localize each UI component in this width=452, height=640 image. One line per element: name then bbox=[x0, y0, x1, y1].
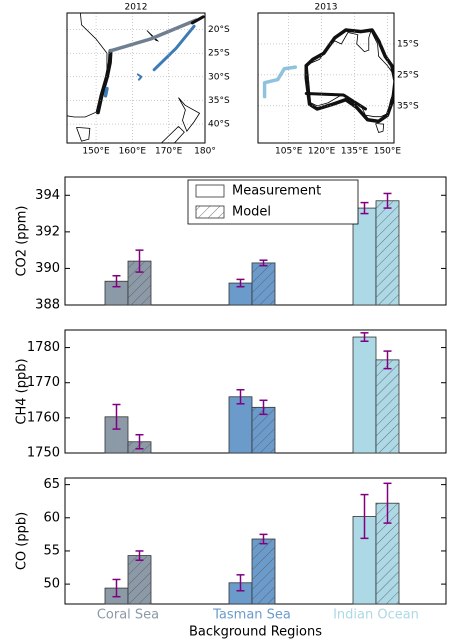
y-tick-label: 388 bbox=[35, 298, 60, 313]
x-tick-label: 180° bbox=[194, 147, 216, 157]
error-bar bbox=[135, 249, 144, 273]
error-bar bbox=[135, 433, 144, 450]
bar-hatch bbox=[376, 359, 399, 453]
error-bar bbox=[259, 399, 268, 416]
x-tick-label: Coral Sea bbox=[97, 608, 159, 623]
error-bar bbox=[112, 403, 121, 430]
error-bar bbox=[259, 259, 268, 267]
map-title: 2012 bbox=[125, 3, 148, 13]
map-frame bbox=[257, 12, 395, 144]
legend-hatch bbox=[196, 206, 224, 218]
coastline bbox=[178, 97, 201, 132]
error-bar bbox=[135, 550, 144, 561]
bar-hatch bbox=[252, 407, 275, 453]
error-bar bbox=[236, 574, 245, 592]
coastline bbox=[437, 104, 450, 126]
coastline bbox=[375, 123, 385, 133]
x-tick-label: Tasman Sea bbox=[212, 608, 291, 623]
y-tick-label: 60 bbox=[43, 510, 60, 525]
error-bar bbox=[236, 278, 245, 288]
y-tick-label: 1750 bbox=[27, 446, 60, 461]
coastline bbox=[160, 126, 185, 143]
y-tick-label: 40°S bbox=[208, 120, 230, 130]
bar-hatch bbox=[252, 262, 275, 305]
y-axis-label: CO (ppb) bbox=[15, 512, 30, 570]
y-tick-label: 55 bbox=[43, 543, 60, 558]
legend-label: Measurement bbox=[232, 184, 321, 199]
bar-hatch bbox=[252, 539, 275, 604]
map-title: 2013 bbox=[315, 3, 338, 13]
coastline bbox=[418, 60, 425, 67]
bar bbox=[352, 336, 377, 454]
error-bar bbox=[360, 201, 369, 215]
x-tick-label: Indian Ocean bbox=[333, 608, 419, 623]
ship-track bbox=[152, 24, 196, 72]
bar-hatch bbox=[376, 200, 399, 305]
y-axis-label: CO2 (ppm) bbox=[15, 205, 30, 276]
coastline bbox=[76, 127, 91, 142]
coastline bbox=[424, 123, 441, 142]
error-bar bbox=[383, 192, 392, 209]
y-tick-label: 35°S bbox=[208, 96, 230, 106]
y-tick-label: 50 bbox=[43, 577, 60, 592]
y-axis-label: CH4 (ppb) bbox=[15, 358, 30, 424]
x-tick-label: 135°E bbox=[341, 147, 369, 157]
error-bar bbox=[360, 332, 369, 342]
error-bar bbox=[259, 533, 268, 545]
ship-track bbox=[304, 91, 367, 111]
y-tick-label: 1770 bbox=[27, 375, 60, 390]
error-bar bbox=[112, 578, 121, 598]
x-tick-label: 150°E bbox=[82, 147, 110, 157]
bar bbox=[228, 396, 253, 454]
error-bar bbox=[236, 388, 245, 405]
ship-track bbox=[190, 15, 205, 25]
x-tick-label: 120°E bbox=[308, 147, 336, 157]
ship-track bbox=[304, 28, 394, 124]
bar-hatch bbox=[128, 261, 151, 305]
y-tick-label: 65 bbox=[43, 477, 60, 492]
map-frame bbox=[66, 12, 206, 144]
y-tick-label: 20°S bbox=[208, 25, 230, 35]
ship-track bbox=[95, 48, 113, 115]
map-area bbox=[262, 28, 450, 142]
x-axis-label: Background Regions bbox=[189, 625, 322, 640]
y-tick-label: 15°S bbox=[397, 39, 419, 49]
coastline bbox=[67, 13, 108, 118]
ship-track bbox=[108, 18, 198, 53]
y-tick-label: 35°S bbox=[397, 101, 419, 111]
error-bar bbox=[383, 482, 392, 524]
map-area bbox=[67, 13, 205, 143]
y-tick-label: 390 bbox=[35, 261, 60, 276]
legend-swatch bbox=[195, 184, 225, 198]
y-tick-label: 25°S bbox=[397, 70, 419, 80]
ship-track bbox=[103, 86, 109, 98]
y-tick-label: 25°S bbox=[208, 49, 230, 59]
ship-track bbox=[262, 65, 298, 99]
bar-hatch bbox=[128, 555, 151, 604]
y-tick-label: 394 bbox=[35, 188, 60, 203]
error-bar bbox=[383, 350, 392, 370]
x-tick-label: 150°E bbox=[374, 147, 402, 157]
error-bar bbox=[360, 493, 369, 540]
x-tick-label: 105°E bbox=[275, 147, 303, 157]
y-tick-label: 392 bbox=[35, 224, 60, 239]
bar-hatch bbox=[376, 503, 399, 604]
x-tick-label: 160°E bbox=[119, 147, 147, 157]
y-tick-label: 1760 bbox=[27, 410, 60, 425]
y-tick-label: 30°S bbox=[208, 72, 230, 82]
legend-label: Model bbox=[232, 205, 271, 220]
ship-track bbox=[136, 73, 143, 81]
x-tick-label: 170°E bbox=[155, 147, 183, 157]
coastline bbox=[146, 30, 160, 42]
error-bar bbox=[112, 274, 121, 288]
y-tick-label: 1780 bbox=[27, 340, 60, 355]
